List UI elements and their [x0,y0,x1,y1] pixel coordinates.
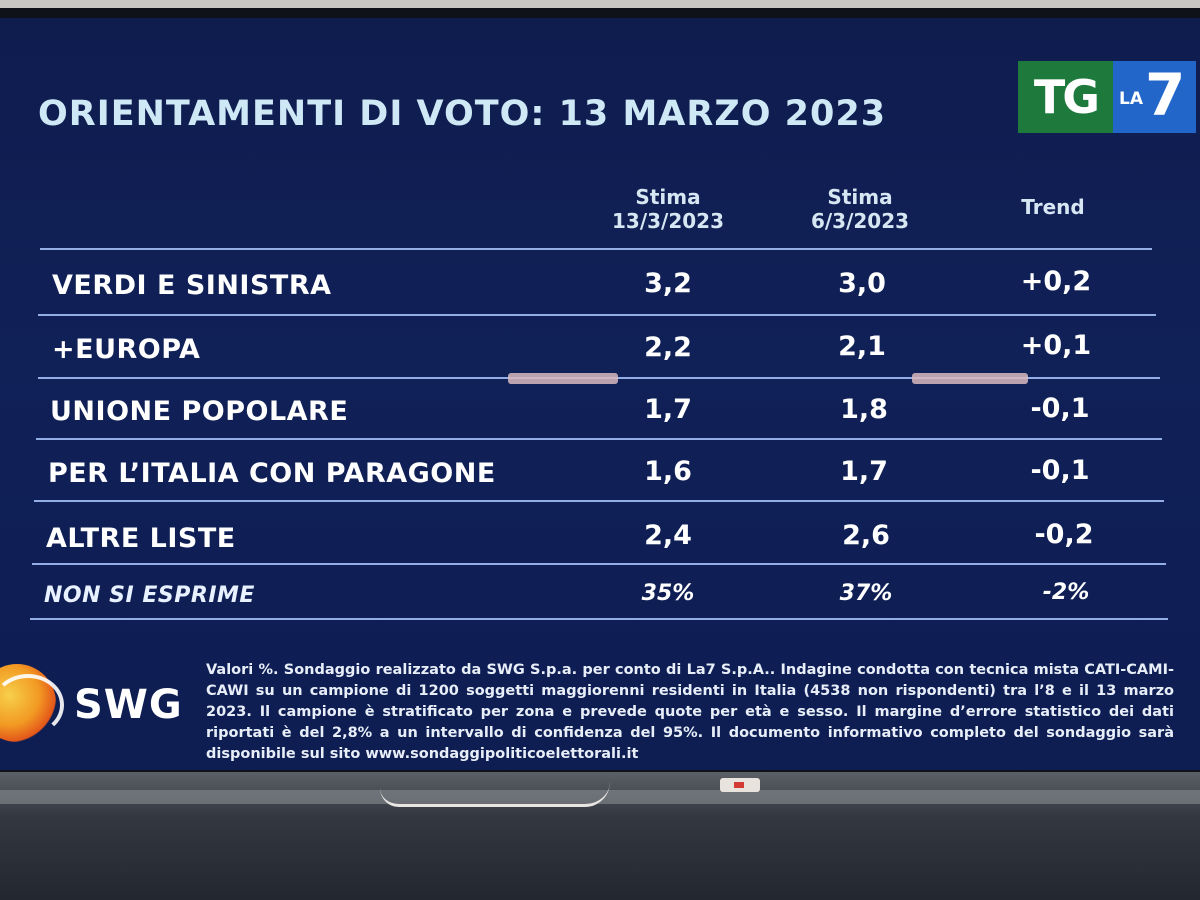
row-value-trend: +0,1 [1020,330,1092,361]
column-header-stima-6-3: Stima 6/3/2023 [770,185,950,233]
row-value-stima2: 2,6 [842,520,890,551]
row-value-trend: -0,2 [1034,519,1094,550]
row-value-stima2: 37% [839,581,893,606]
row-value-trend: -0,1 [1030,455,1090,486]
row-value-trend: -2% [1042,580,1090,605]
table-rule [34,500,1164,502]
table-rule [30,618,1168,620]
row-label-altre-liste: ALTRE LISTE [46,523,236,554]
column-header-line1: Stima [635,185,701,209]
swg-logo: SWG [0,658,200,750]
column-header-line1: Stima [827,185,893,209]
row-value-stima1: 35% [641,581,695,606]
page-title: ORIENTAMENTI DI VOTO: 13 MARZO 2023 [38,94,887,134]
cable-plug [720,778,760,792]
row-value-stima1: 2,4 [644,520,692,551]
row-value-stima2: 3,0 [838,268,886,299]
power-cable [380,782,610,807]
tg-la7-logo: TG LA 7 [1018,61,1196,133]
table-rule [36,438,1162,440]
column-header-stima-13-3: Stima 13/3/2023 [578,185,758,233]
row-value-stima1: 3,2 [644,268,692,299]
tv-screen [0,18,1200,770]
row-value-stima1: 1,7 [644,394,692,425]
table-rule [38,314,1156,316]
row-value-trend: -0,1 [1030,393,1090,424]
row-label-unione-popolare: UNIONE POPOLARE [50,396,349,427]
la7-logo-seven: 7 [1145,61,1186,129]
row-value-stima1: 1,6 [644,456,692,487]
row-value-stima1: 2,2 [644,332,692,363]
column-header-trend: Trend [1021,195,1085,219]
table-rule [40,248,1152,250]
row-value-trend: +0,2 [1020,266,1092,297]
column-header-line2: 6/3/2023 [810,209,910,233]
table-rule [32,563,1166,565]
la7-logo: LA 7 [1113,61,1196,133]
screen-glare [912,373,1028,384]
row-value-stima2: 2,1 [838,331,886,362]
swg-arc-icon [0,674,64,736]
methodology-footnote: Valori %. Sondaggio realizzato da SWG S.… [206,662,1174,762]
swg-logo-text: SWG [74,682,183,728]
row-label-per-l-italia-con-paragone: PER L’ITALIA CON PARAGONE [48,458,496,489]
column-header-line2: 13/3/2023 [611,209,725,233]
la7-logo-la: LA [1119,89,1143,109]
tg-logo-text: TG [1018,61,1113,133]
row-label-non-si-esprime: NON SI ESPRIME [44,583,255,608]
row-value-stima2: 1,7 [840,456,888,487]
screen-glare [508,373,618,384]
row-label-verdi-e-sinistra: VERDI E SINISTRA [52,270,332,301]
row-value-stima2: 1,8 [840,394,888,425]
row-label-europa: +EUROPA [52,334,201,365]
